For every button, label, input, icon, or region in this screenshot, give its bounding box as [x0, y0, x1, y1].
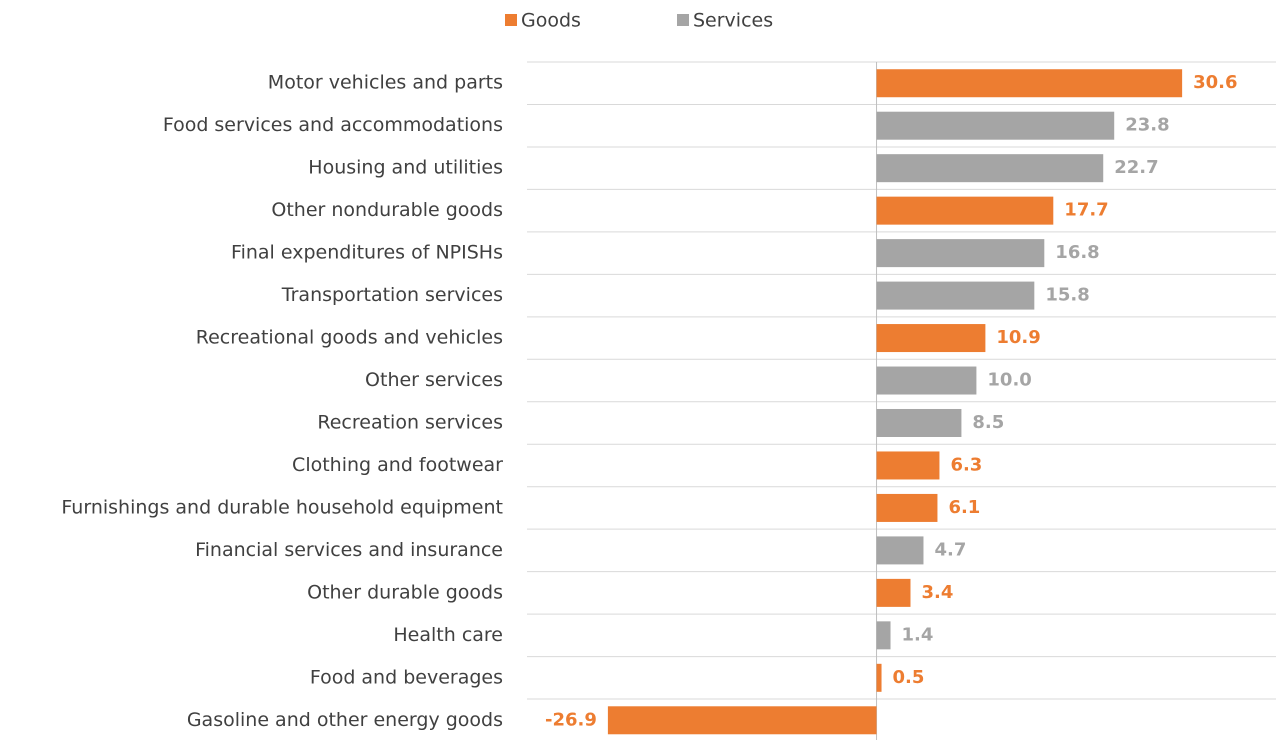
bar: [876, 451, 940, 480]
value-label: 10.9: [996, 327, 1040, 348]
category-label: Transportation services: [281, 284, 503, 306]
bar: [876, 493, 938, 522]
category-label: Furnishings and durable household equipm…: [61, 496, 503, 518]
category-label: Recreation services: [317, 411, 503, 433]
category-label: Recreational goods and vehicles: [196, 327, 503, 349]
value-label: 8.5: [972, 412, 1004, 433]
value-label: 16.8: [1055, 242, 1099, 263]
category-label: Food and beverages: [310, 666, 503, 688]
category-label: Health care: [393, 624, 503, 646]
value-label: 30.6: [1193, 72, 1237, 93]
legend-label: Goods: [521, 10, 581, 32]
value-label: 10.0: [987, 370, 1031, 391]
bar: [876, 281, 1035, 310]
value-label: 0.5: [893, 667, 925, 688]
value-label: 15.8: [1045, 285, 1089, 306]
category-label: Financial services and insurance: [195, 539, 503, 561]
value-label: 23.8: [1125, 115, 1169, 136]
bar: [607, 706, 877, 735]
bar: [876, 111, 1115, 140]
category-label: Food services and accommodations: [163, 114, 503, 136]
value-label: 6.1: [948, 497, 980, 518]
category-label: Gasoline and other energy goods: [187, 709, 503, 731]
bar: [876, 578, 911, 607]
value-label: 6.3: [950, 454, 982, 475]
bar: [876, 663, 882, 692]
bar: [876, 366, 977, 395]
bar: [876, 69, 1183, 98]
legend-label: Services: [693, 10, 773, 32]
value-label: -26.9: [545, 709, 597, 730]
legend-swatch: [677, 14, 689, 26]
category-label: Clothing and footwear: [292, 454, 503, 476]
category-label: Other nondurable goods: [271, 199, 503, 221]
bar: [876, 408, 962, 437]
value-label: 17.7: [1064, 200, 1108, 221]
bar: [876, 154, 1104, 183]
value-label: 4.7: [934, 539, 966, 560]
value-label: 3.4: [921, 582, 953, 603]
bar: [876, 621, 891, 650]
bar: [876, 196, 1054, 225]
category-label: Other services: [365, 369, 503, 391]
bar: [876, 239, 1045, 268]
category-label: Final expenditures of NPISHs: [231, 242, 503, 264]
value-label: 1.4: [902, 624, 934, 645]
category-label: Motor vehicles and parts: [268, 72, 503, 94]
legend-swatch: [505, 14, 517, 26]
value-label: 22.7: [1114, 157, 1158, 178]
bar: [876, 536, 924, 565]
category-label: Housing and utilities: [308, 157, 503, 179]
category-label: Other durable goods: [307, 581, 503, 603]
bar: [876, 324, 986, 353]
